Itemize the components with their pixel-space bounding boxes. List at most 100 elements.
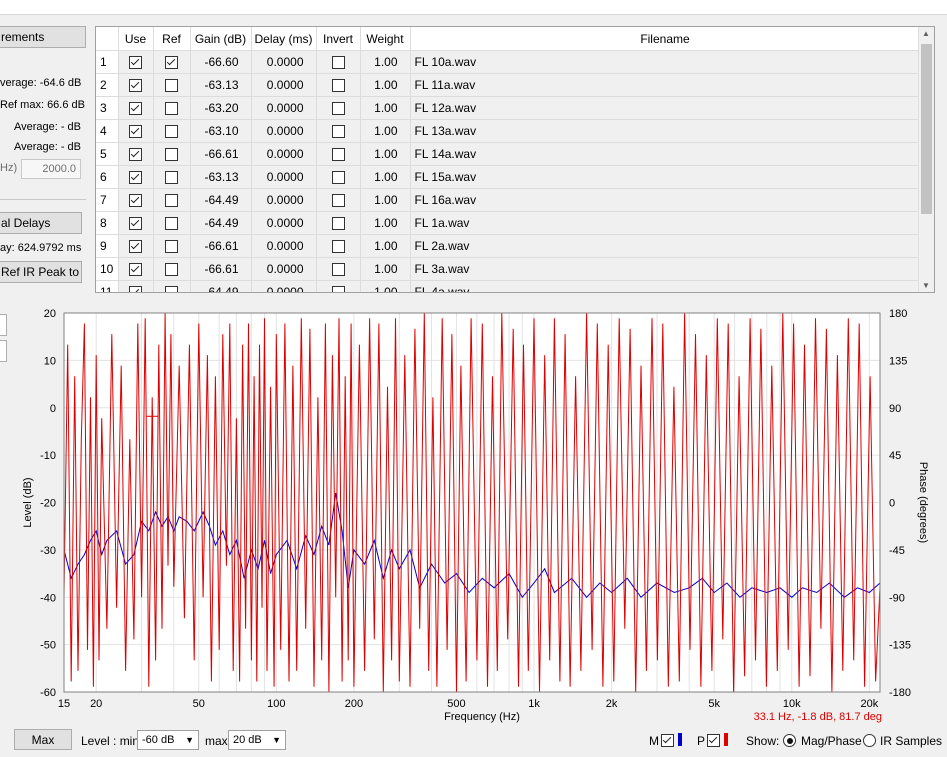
table-row[interactable]: 7 -64.49 0.0000 1.00 FL 16a.wav — [96, 188, 921, 212]
filename-cell[interactable]: FL 11a.wav — [410, 73, 921, 97]
gain-cell[interactable]: -66.61 — [190, 234, 252, 258]
ref-ir-peak-button[interactable]: Ref IR Peak to 0 — [0, 261, 82, 283]
row-index[interactable]: 5 — [96, 142, 119, 166]
delay-cell[interactable]: 0.0000 — [251, 211, 317, 235]
gain-cell[interactable]: -64.49 — [190, 280, 252, 292]
invert-cell[interactable] — [316, 119, 361, 143]
use-cell[interactable] — [118, 211, 154, 235]
chart-svg[interactable]: 15 20 50 100 200 500 1k 2k 5k 10k 20k20100-10-20-3… — [0, 300, 947, 725]
table-row[interactable]: 10 -66.61 0.0000 1.00 FL 3a.wav — [96, 257, 921, 281]
ref-cell[interactable] — [153, 50, 191, 74]
weight-cell[interactable]: 1.00 — [360, 188, 411, 212]
column-header[interactable]: Filename — [410, 27, 921, 51]
align-delays-button[interactable]: al Delays — [0, 212, 82, 234]
invert-checkbox[interactable] — [331, 286, 345, 292]
row-index[interactable]: 8 — [96, 211, 119, 235]
level-min-select[interactable]: -60 dB ▼ — [137, 730, 199, 750]
magnitude-color-swatch[interactable] — [678, 733, 682, 746]
ref-cell[interactable] — [153, 188, 191, 212]
use-cell[interactable] — [118, 142, 154, 166]
invert-cell[interactable] — [316, 165, 361, 189]
invert-checkbox[interactable] — [331, 125, 345, 139]
frequency-response-chart[interactable]: 15 20 50 100 200 500 1k 2k 5k 10k 20k 20 10 0 -10 -20 -3… — [0, 300, 947, 725]
delay-cell[interactable]: 0.0000 — [251, 280, 317, 292]
delay-cell[interactable]: 0.0000 — [251, 234, 317, 258]
ref-cell[interactable] — [153, 234, 191, 258]
use-cell[interactable] — [118, 188, 154, 212]
filename-cell[interactable]: FL 12a.wav — [410, 96, 921, 120]
invert-checkbox[interactable] — [331, 148, 345, 162]
column-header[interactable]: Delay (ms) — [251, 27, 317, 51]
row-index[interactable]: 6 — [96, 165, 119, 189]
level-max-select[interactable]: 20 dB ▼ — [228, 730, 286, 750]
use-cell[interactable] — [118, 119, 154, 143]
ref-checkbox[interactable] — [165, 102, 178, 116]
side-button-1[interactable] — [0, 314, 7, 336]
invert-cell[interactable] — [316, 257, 361, 281]
invert-checkbox[interactable] — [331, 171, 345, 185]
use-checkbox[interactable] — [129, 286, 142, 292]
filename-cell[interactable]: FL 1a.wav — [410, 211, 921, 235]
invert-checkbox[interactable] — [331, 56, 345, 70]
ref-cell[interactable] — [153, 257, 191, 281]
row-index[interactable]: 3 — [96, 96, 119, 120]
gain-cell[interactable]: -66.60 — [190, 50, 252, 74]
use-checkbox[interactable] — [129, 194, 142, 208]
scrollbar-thumb[interactable] — [921, 44, 932, 214]
gain-cell[interactable]: -64.49 — [190, 188, 252, 212]
ir-samples-radio[interactable] — [863, 734, 876, 747]
delay-cell[interactable]: 0.0000 — [251, 142, 317, 166]
invert-checkbox[interactable] — [331, 217, 345, 231]
ref-cell[interactable] — [153, 280, 191, 292]
delay-cell[interactable]: 0.0000 — [251, 50, 317, 74]
invert-checkbox[interactable] — [331, 240, 345, 254]
ref-checkbox[interactable] — [165, 194, 178, 208]
use-checkbox[interactable] — [129, 263, 142, 277]
ref-checkbox[interactable] — [165, 286, 178, 292]
table-row[interactable]: 11 -64.49 0.0000 1.00 FL 4a.wav — [96, 280, 921, 292]
table-row[interactable]: 5 -66.61 0.0000 1.00 FL 14a.wav — [96, 142, 921, 166]
use-cell[interactable] — [118, 234, 154, 258]
filename-cell[interactable]: FL 13a.wav — [410, 119, 921, 143]
weight-cell[interactable]: 1.00 — [360, 96, 411, 120]
filename-cell[interactable]: FL 14a.wav — [410, 142, 921, 166]
ref-checkbox[interactable] — [165, 125, 178, 139]
column-header[interactable]: Weight — [360, 27, 411, 51]
ref-checkbox[interactable] — [165, 263, 178, 277]
use-cell[interactable] — [118, 165, 154, 189]
weight-cell[interactable]: 1.00 — [360, 234, 411, 258]
weight-cell[interactable]: 1.00 — [360, 280, 411, 292]
use-cell[interactable] — [118, 96, 154, 120]
use-cell[interactable] — [118, 50, 154, 74]
weight-cell[interactable]: 1.00 — [360, 211, 411, 235]
row-index[interactable]: 11 — [96, 280, 119, 292]
ref-checkbox[interactable] — [165, 79, 178, 93]
row-index[interactable]: 7 — [96, 188, 119, 212]
ref-cell[interactable] — [153, 211, 191, 235]
table-vertical-scrollbar[interactable]: ▲ ▼ — [918, 27, 934, 292]
table-row[interactable]: 1 -66.60 0.0000 1.00 FL 10a.wav — [96, 50, 921, 74]
table-row[interactable]: 3 -63.20 0.0000 1.00 FL 12a.wav — [96, 96, 921, 120]
row-index[interactable]: 9 — [96, 234, 119, 258]
invert-cell[interactable] — [316, 142, 361, 166]
ref-checkbox[interactable] — [165, 171, 178, 185]
filename-cell[interactable]: FL 15a.wav — [410, 165, 921, 189]
use-checkbox[interactable] — [129, 79, 142, 93]
max-button[interactable]: Max — [14, 729, 72, 750]
phase-color-swatch[interactable] — [724, 733, 728, 746]
filename-cell[interactable]: FL 4a.wav — [410, 280, 921, 292]
use-checkbox[interactable] — [129, 56, 142, 70]
ref-checkbox[interactable] — [165, 240, 178, 254]
weight-cell[interactable]: 1.00 — [360, 119, 411, 143]
table-row[interactable]: 6 -63.13 0.0000 1.00 FL 15a.wav — [96, 165, 921, 189]
invert-cell[interactable] — [316, 96, 361, 120]
invert-checkbox[interactable] — [331, 263, 345, 277]
weight-cell[interactable]: 1.00 — [360, 142, 411, 166]
weight-cell[interactable]: 1.00 — [360, 165, 411, 189]
delay-cell[interactable]: 0.0000 — [251, 119, 317, 143]
gain-cell[interactable]: -63.13 — [190, 73, 252, 97]
column-header[interactable]: Invert — [316, 27, 361, 51]
filename-cell[interactable]: FL 10a.wav — [410, 50, 921, 74]
gain-cell[interactable]: -66.61 — [190, 257, 252, 281]
weight-cell[interactable]: 1.00 — [360, 50, 411, 74]
